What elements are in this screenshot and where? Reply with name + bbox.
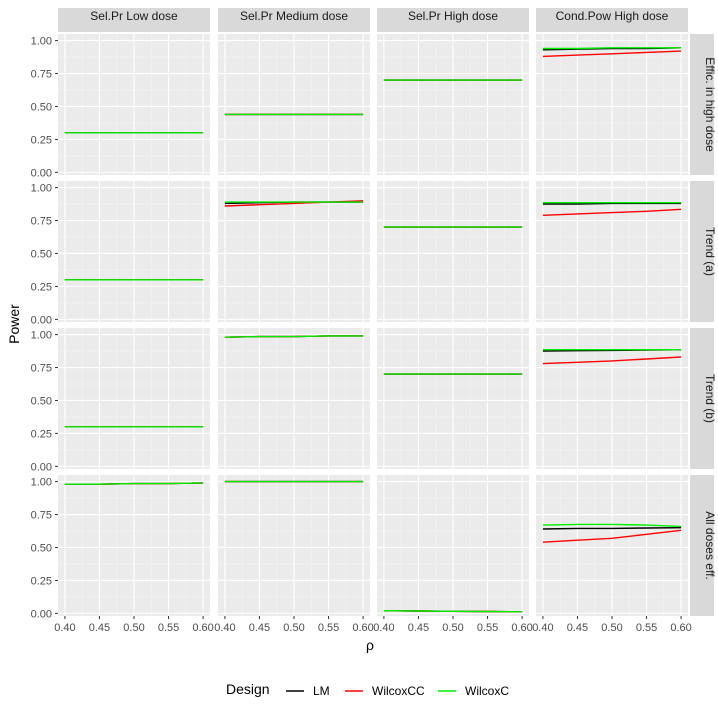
x-tick-label: 0.55 [636,622,657,634]
x-tick-label: 0.60 [352,622,373,634]
series-line-wilcoxcc [542,356,682,365]
x-tick-label: 0.45 [408,622,429,634]
y-tick-label: 0.25 [31,281,52,293]
legend-label-lm: LM [313,684,330,698]
x-tick-label: 0.40 [373,622,394,634]
legend-label-wilcoxc: WilcoxC [465,684,509,698]
column-strip-sel-pr-high-dose [377,8,529,32]
row-strip-all-doses-eff [690,475,714,616]
row-strip-label: Trend (b) [703,374,717,423]
y-tick-label: 0.75 [31,216,52,228]
x-axis-title: ρ [366,637,374,653]
row-strip-label: Effic. in high dose [703,57,717,152]
x-tick-label: 0.50 [283,622,304,634]
x-tick-label: 0.55 [477,622,498,634]
y-tick-label: 0.25 [31,575,52,587]
x-tick-label: 0.50 [442,622,463,634]
row-strip-trend-a [690,181,714,322]
legend-entry-wilcoxcc: WilcoxCC [343,680,425,702]
column-strip-sel-pr-medium-dose [218,8,370,32]
x-tick-label: 0.55 [318,622,339,634]
series-line-wilcoxcc [542,208,682,216]
y-tick-label: 0.75 [31,510,52,522]
y-tick-label: 0.25 [31,428,52,440]
x-tick-label: 0.40 [532,622,553,634]
series-line-lm [542,527,682,530]
series-line-wilcoxc [542,47,682,50]
y-tick-label: 0.00 [31,608,52,620]
y-tick-label: 0.75 [31,363,52,375]
series-line-wilcoxc [542,523,682,528]
y-tick-label: 0.00 [31,167,52,179]
series-line-wilcoxcc [542,50,682,58]
x-tick-label: 0.60 [511,622,532,634]
y-axis-title: Power [6,304,22,344]
column-strip-sel-pr-low-dose [58,8,210,32]
column-strip-label: Sel.Pr Low dose [90,9,178,23]
x-tick-label: 0.45 [89,622,110,634]
y-tick-label: 0.25 [31,134,52,146]
column-strip-label: Sel.Pr Medium dose [240,9,348,23]
y-tick-label: 0.50 [31,542,52,554]
legend-entry-lm: LM [284,680,330,702]
legend-label-wilcoxcc: WilcoxCC [372,684,425,698]
series-line-wilcoxc [383,610,523,613]
legend-entry-wilcoxc: WilcoxC [436,680,509,702]
y-tick-label: 1.00 [31,36,52,48]
series-line-wilcoxc [224,335,364,338]
y-tick-label: 0.50 [31,248,52,260]
x-tick-label: 0.50 [601,622,622,634]
y-tick-label: 1.00 [31,477,52,489]
column-strip-cond-pow-high-dose [536,8,688,32]
y-tick-label: 0.00 [31,314,52,326]
x-tick-label: 0.60 [670,622,691,634]
y-tick-label: 1.00 [31,183,52,195]
x-tick-label: 0.45 [567,622,588,634]
y-tick-label: 0.75 [31,69,52,81]
row-strip-trend-b [690,328,714,469]
y-tick-label: 0.50 [31,101,52,113]
legend-title: Design [226,681,270,697]
x-tick-label: 0.55 [158,622,179,634]
series-line-lm [542,202,682,205]
x-tick-label: 0.40 [214,622,235,634]
x-tick-label: 0.60 [192,622,213,634]
y-tick-label: 0.00 [31,461,52,473]
row-strip-label: Trend (a) [703,227,717,276]
legend: Design LM WilcoxCC WilcoxC [226,680,509,702]
column-strip-label: Cond.Pow High dose [556,9,669,23]
column-strip-label: Sel.Pr High dose [408,9,498,23]
x-tick-label: 0.45 [249,622,270,634]
series-line-wilcoxcc [542,529,682,543]
row-strip-label: All doses eff. [703,511,717,579]
y-tick-label: 0.50 [31,395,52,407]
series-line-wilcoxc [64,482,204,485]
row-strip-effic-in-high-dose [690,34,714,175]
y-tick-label: 1.00 [31,330,52,342]
x-tick-label: 0.50 [123,622,144,634]
x-tick-label: 0.40 [54,622,75,634]
